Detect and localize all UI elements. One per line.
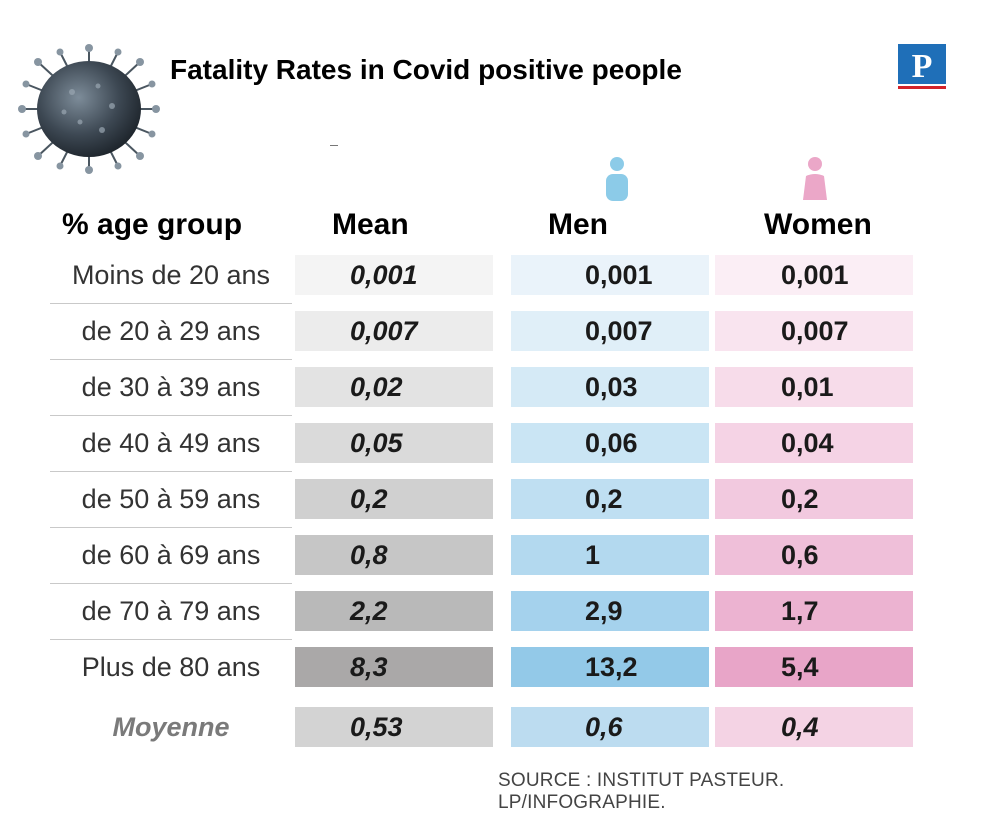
mean-value-cell: 8,3: [295, 647, 493, 687]
column-header-age-group: % age group: [62, 208, 243, 241]
men-value-cell: 1: [511, 535, 709, 575]
average-label: Moyenne: [112, 712, 230, 742]
row-divider: [50, 359, 292, 360]
mean-value-cell: 0,8: [295, 535, 493, 575]
mean-value-cell: 0,02: [295, 367, 493, 407]
row-divider: [50, 639, 292, 640]
women-value: 0,01: [781, 372, 834, 402]
mean-value: 0,53: [350, 712, 403, 742]
mean-value-cell: 0,2: [295, 479, 493, 519]
men-value: 0,001: [585, 260, 653, 290]
mean-value: 0,02: [350, 372, 403, 402]
men-value-cell: 0,001: [511, 255, 709, 295]
men-value: 1: [585, 540, 601, 570]
mean-value: 0,8: [350, 540, 388, 570]
table-row: Moins de 20 ans 0,001 0,001 0,001: [0, 255, 997, 295]
men-value: 0,2: [585, 484, 623, 514]
table-row: de 20 à 29 ans 0,007 0,007 0,007: [0, 311, 997, 351]
age-group-label: de 60 à 69 ans: [81, 540, 261, 570]
women-value-cell: 0,2: [715, 479, 913, 519]
source-note: SOURCE : INSTITUT PASTEUR. LP/INFOGRAPHI…: [498, 770, 785, 813]
women-value: 0,04: [781, 428, 834, 458]
mean-value: 0,2: [350, 484, 388, 514]
age-group-label: Moins de 20 ans: [71, 260, 271, 290]
women-value-cell: 0,6: [715, 535, 913, 575]
table-row: de 60 à 69 ans 0,8 1 0,6: [0, 535, 997, 575]
row-divider: [50, 527, 292, 528]
chart-title: Fatality Rates in Covid positive people: [170, 54, 682, 85]
mean-value-cell: 0,53: [295, 707, 493, 747]
age-group-label: de 70 à 79 ans: [81, 596, 261, 626]
average-row: Moyenne 0,53 0,6 0,4: [0, 707, 997, 747]
men-value: 0,007: [585, 316, 653, 346]
column-header-women: Women: [764, 208, 872, 241]
men-value: 13,2: [585, 652, 638, 682]
column-header-men: Men: [548, 208, 608, 241]
mean-value: 0,05: [350, 428, 403, 458]
age-group-label: de 50 à 59 ans: [81, 484, 261, 514]
men-value-cell: 0,06: [511, 423, 709, 463]
divider: [330, 145, 338, 146]
column-header-mean: Mean: [332, 208, 409, 241]
women-value: 0,001: [781, 260, 849, 290]
logo-letter: P: [912, 48, 933, 85]
table-row: de 30 à 39 ans 0,02 0,03 0,01: [0, 367, 997, 407]
mean-value: 0,001: [350, 260, 418, 290]
women-value: 0,007: [781, 316, 849, 346]
women-value: 0,6: [781, 540, 819, 570]
women-value-cell: 0,001: [715, 255, 913, 295]
mean-value-cell: 0,007: [295, 311, 493, 351]
women-value-cell: 0,01: [715, 367, 913, 407]
table-row: de 70 à 79 ans 2,2 2,9 1,7: [0, 591, 997, 631]
men-value-cell: 2,9: [511, 591, 709, 631]
women-value-cell: 0,4: [715, 707, 913, 747]
women-value-cell: 0,04: [715, 423, 913, 463]
coronavirus-icon: [18, 44, 160, 174]
age-group-label: Plus de 80 ans: [81, 652, 261, 682]
mean-value: 0,007: [350, 316, 418, 346]
men-value-cell: 13,2: [511, 647, 709, 687]
men-value-cell: 0,2: [511, 479, 709, 519]
age-group-label: de 40 à 49 ans: [81, 428, 261, 458]
table-row: de 50 à 59 ans 0,2 0,2 0,2: [0, 479, 997, 519]
women-value: 0,4: [781, 712, 819, 742]
age-group-label: de 20 à 29 ans: [81, 316, 261, 346]
age-group-label: de 30 à 39 ans: [81, 372, 261, 402]
mean-value: 2,2: [350, 596, 388, 626]
women-value-cell: 5,4: [715, 647, 913, 687]
mean-value-cell: 0,001: [295, 255, 493, 295]
men-value-cell: 0,03: [511, 367, 709, 407]
men-value: 2,9: [585, 596, 623, 626]
women-value: 1,7: [781, 596, 819, 626]
le-parisien-logo-icon: P: [898, 44, 946, 89]
mean-value: 8,3: [350, 652, 388, 682]
women-value-cell: 0,007: [715, 311, 913, 351]
row-divider: [50, 415, 292, 416]
women-value: 5,4: [781, 652, 819, 682]
women-value-cell: 1,7: [715, 591, 913, 631]
mean-value-cell: 2,2: [295, 591, 493, 631]
row-divider: [50, 303, 292, 304]
table-row: de 40 à 49 ans 0,05 0,06 0,04: [0, 423, 997, 463]
row-divider: [50, 583, 292, 584]
row-divider: [50, 471, 292, 472]
women-value: 0,2: [781, 484, 819, 514]
men-value-cell: 0,6: [511, 707, 709, 747]
woman-icon: [803, 157, 827, 200]
man-icon: [606, 157, 628, 201]
men-value-cell: 0,007: [511, 311, 709, 351]
men-value: 0,6: [585, 712, 623, 742]
table-row: Plus de 80 ans 8,3 13,2 5,4: [0, 647, 997, 687]
men-value: 0,03: [585, 372, 638, 402]
men-value: 0,06: [585, 428, 638, 458]
mean-value-cell: 0,05: [295, 423, 493, 463]
